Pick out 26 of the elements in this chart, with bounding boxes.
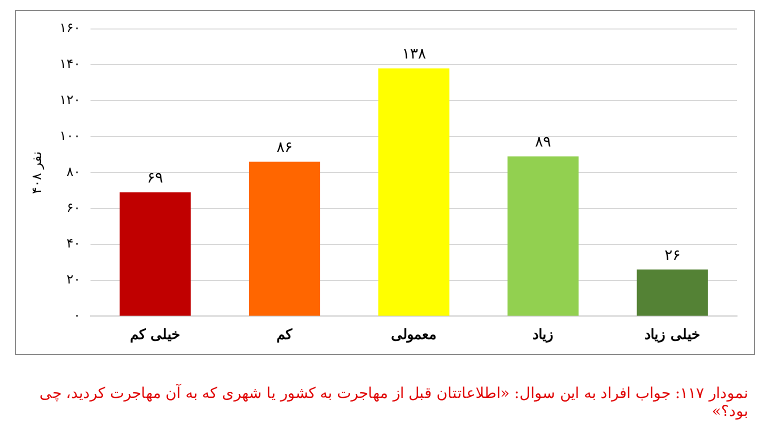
y-tick-label: ۴۰ (66, 236, 81, 252)
y-axis-title: ۴۰۸ نفر (30, 150, 46, 194)
y-tick-label: ۰ (74, 308, 81, 324)
bar (508, 156, 579, 316)
y-tick-label: ۲۰ (66, 272, 81, 288)
data-label: ۸۹ (535, 132, 552, 151)
y-tick-label: ۶۰ (66, 200, 81, 216)
x-tick-label: کم (276, 327, 293, 344)
bar (120, 192, 191, 316)
bar (636, 270, 708, 316)
text: نمودار ۱۱۷: جواب افراد به این سوال: «اطلاعاتتان قبل از مهاجرت به کشور یا شهری که به آن مهاجرت کردید، چی بود؟» (38, 384, 748, 420)
x-tick-label: زیاد (532, 327, 554, 344)
y-tick-label: ۱۶۰ (60, 21, 81, 36)
y-tick-label: ۱۴۰ (60, 57, 81, 72)
y-tick-label: ۸۰ (66, 164, 81, 180)
data-label: ۱۳۸ (402, 44, 426, 63)
y-tick-label: ۱۰۰ (60, 128, 81, 144)
data-label: ۲۶ (664, 246, 680, 264)
y-tick-label: ۱۲۰ (60, 93, 81, 108)
data-label: ۸۶ (276, 138, 293, 156)
x-tick-label: خیلی زیاد (644, 327, 700, 344)
data-label: ۶۹ (147, 168, 164, 187)
x-tick-label: خیلی کم (130, 327, 181, 344)
bar (378, 68, 450, 316)
bar (248, 162, 320, 316)
x-tick-label: معمولی (390, 327, 437, 344)
